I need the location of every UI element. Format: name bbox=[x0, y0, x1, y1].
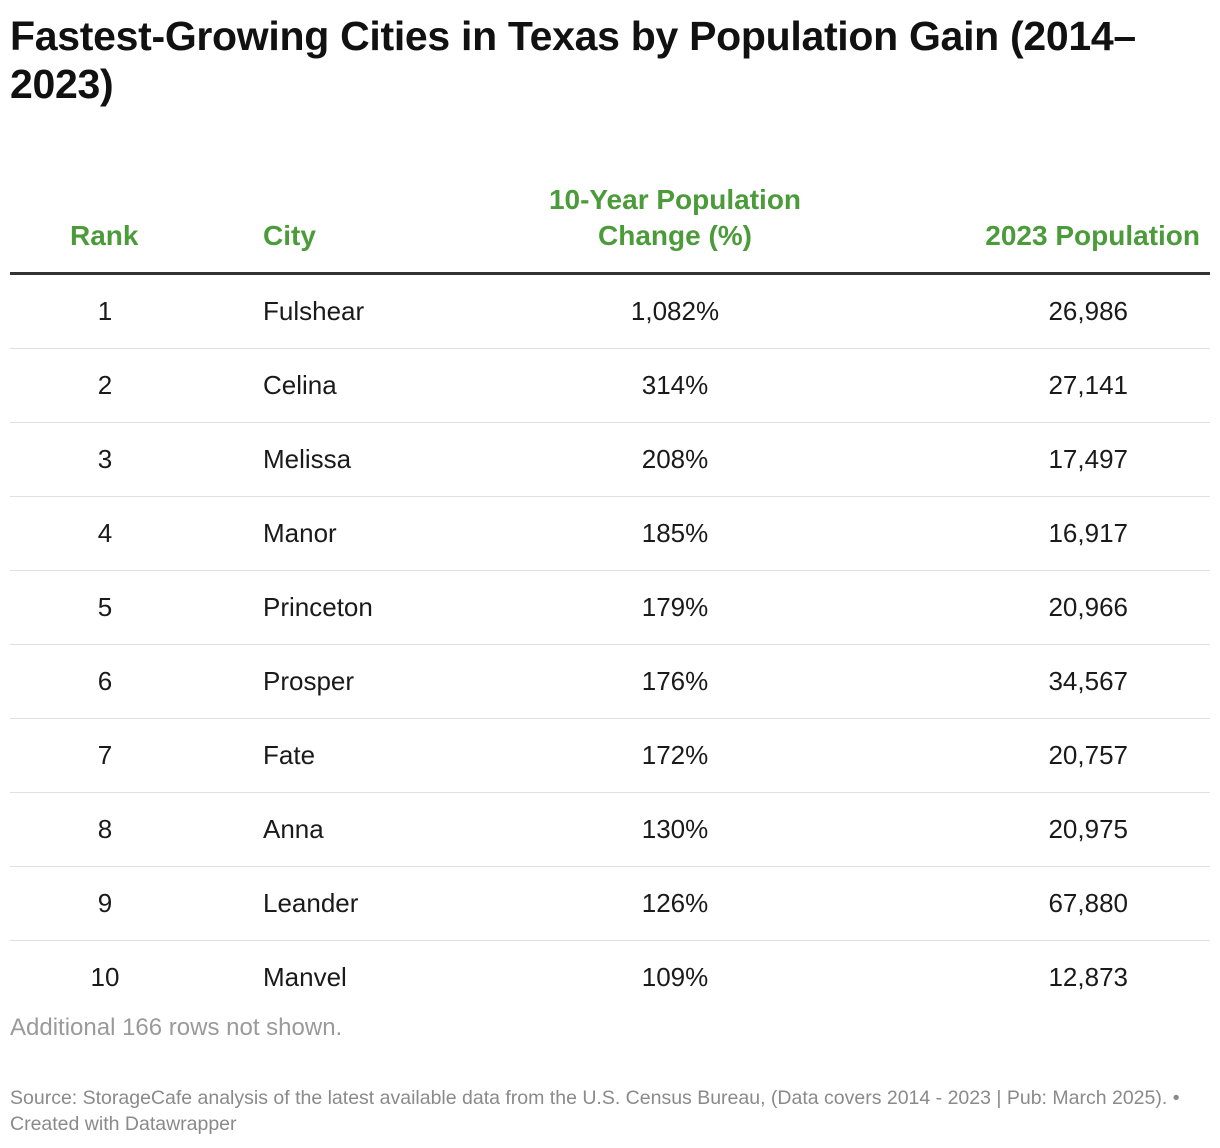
cell-city: Princeton bbox=[200, 570, 440, 645]
cell-population-change: 176% bbox=[440, 644, 910, 719]
cell-city: Fate bbox=[200, 718, 440, 793]
cell-rank: 6 bbox=[10, 644, 200, 719]
cell-2023-population: 20,975 bbox=[910, 792, 1210, 867]
cell-2023-population: 12,873 bbox=[1048, 962, 1128, 992]
column-header-population-change[interactable]: 10-Year Population Change (%) bbox=[440, 160, 910, 275]
cell-population-change: 1,082% bbox=[440, 273, 910, 349]
cell-city: Leander bbox=[200, 866, 440, 941]
cell-city: Prosper bbox=[200, 644, 440, 719]
table-row: 10 Manvel 109% 12,873 bbox=[10, 941, 1210, 1015]
table-row: 2 Celina 314% 27,141 bbox=[10, 348, 1210, 423]
cell-city: Anna bbox=[200, 792, 440, 867]
cell-rank: 7 bbox=[10, 718, 200, 793]
data-table: Rank City 10-Year Population Change (%) … bbox=[10, 160, 1210, 1014]
column-header-population-change-label: 10-Year Population Change (%) bbox=[548, 184, 802, 251]
cell-2023-population: 20,757 bbox=[910, 718, 1210, 793]
cell-2023-population: 67,880 bbox=[910, 866, 1210, 941]
cell-rank: 4 bbox=[10, 496, 200, 571]
cell-rank: 10 bbox=[90, 962, 120, 992]
cell-city: Melissa bbox=[200, 422, 440, 497]
cell-2023-population: 34,567 bbox=[910, 644, 1210, 719]
cell-rank: 2 bbox=[10, 348, 200, 423]
cell-2023-population: 20,966 bbox=[910, 570, 1210, 645]
column-header-2023-population[interactable]: 2023 Population bbox=[910, 160, 1210, 275]
cell-population-change: 179% bbox=[440, 570, 910, 645]
cell-2023-population: 16,917 bbox=[910, 496, 1210, 571]
cell-rank: 3 bbox=[10, 422, 200, 497]
cell-rank: 9 bbox=[10, 866, 200, 941]
cell-2023-population: 27,141 bbox=[910, 348, 1210, 423]
cell-2023-population: 26,986 bbox=[910, 273, 1210, 349]
cell-2023-population: 17,497 bbox=[910, 422, 1210, 497]
data-table-container: Rank City 10-Year Population Change (%) … bbox=[10, 160, 1210, 1014]
column-header-city[interactable]: City bbox=[200, 160, 440, 275]
table-row: 1 Fulshear 1,082% 26,986 bbox=[10, 273, 1210, 349]
table-row: 5 Princeton 179% 20,966 bbox=[10, 570, 1210, 645]
cell-population-change: 172% bbox=[440, 718, 910, 793]
table-row: 8 Anna 130% 20,975 bbox=[10, 792, 1210, 867]
cell-rank: 5 bbox=[10, 570, 200, 645]
cell-population-change: 208% bbox=[440, 422, 910, 497]
table-row: 3 Melissa 208% 17,497 bbox=[10, 422, 1210, 497]
cell-population-change: 109% bbox=[641, 962, 709, 992]
cell-city: Manvel bbox=[263, 962, 347, 992]
cell-population-change: 130% bbox=[440, 792, 910, 867]
cell-rank: 8 bbox=[10, 792, 200, 867]
table-header-row: Rank City 10-Year Population Change (%) … bbox=[10, 160, 1210, 275]
table-row: 6 Prosper 176% 34,567 bbox=[10, 644, 1210, 719]
source-note: Source: StorageCafe analysis of the late… bbox=[10, 1087, 1180, 1135]
cell-population-change: 314% bbox=[440, 348, 910, 423]
cell-city: Celina bbox=[200, 348, 440, 423]
hidden-rows-note: Additional 166 rows not shown. bbox=[10, 1014, 343, 1041]
table-body: 1 Fulshear 1,082% 26,986 2 Celina 314% 27,141 3 M… bbox=[10, 273, 1210, 1015]
cell-rank: 1 bbox=[10, 273, 200, 349]
chart-title: Fastest-Growing Cities in Texas by Popul… bbox=[10, 13, 1136, 107]
cell-city: Fulshear bbox=[200, 273, 440, 349]
cell-population-change: 126% bbox=[440, 866, 910, 941]
cell-city: Manor bbox=[200, 496, 440, 571]
table-row: 4 Manor 185% 16,917 bbox=[10, 496, 1210, 571]
column-header-rank[interactable]: Rank bbox=[10, 160, 200, 275]
table-row: 7 Fate 172% 20,757 bbox=[10, 718, 1210, 793]
table-row: 9 Leander 126% 67,880 bbox=[10, 866, 1210, 941]
cell-population-change: 185% bbox=[440, 496, 910, 571]
